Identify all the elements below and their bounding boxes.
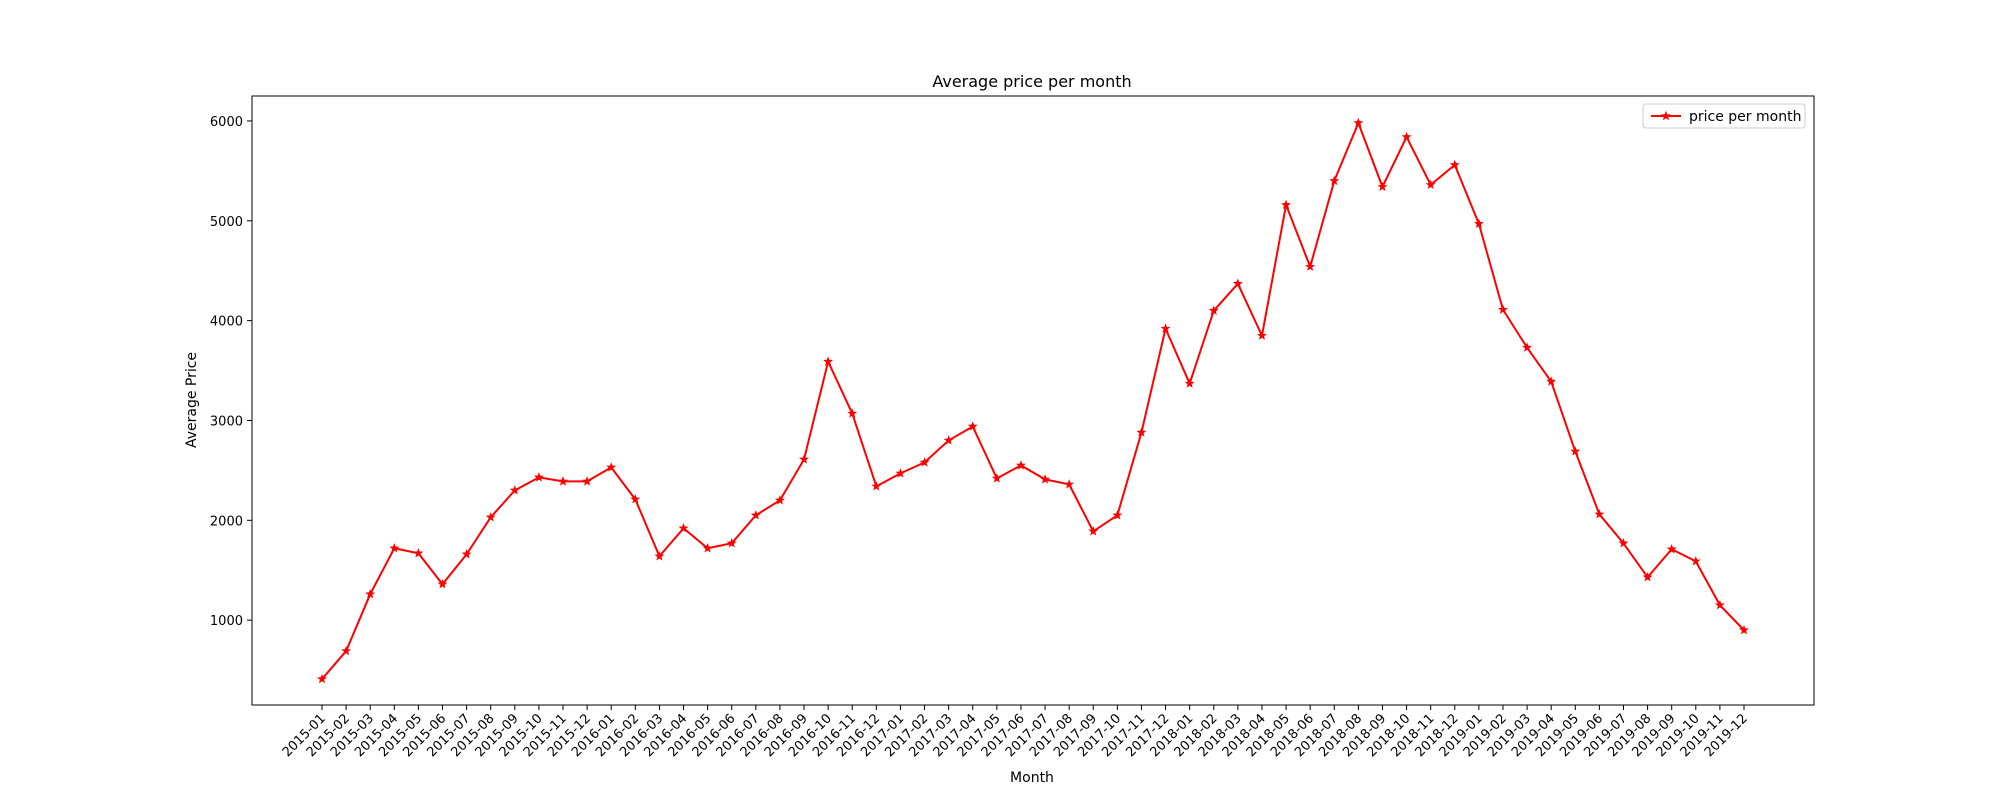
series-layer <box>317 117 1749 684</box>
data-point-star <box>823 356 834 366</box>
chart-title: Average price per month <box>932 72 1131 91</box>
data-point-star <box>1088 526 1099 536</box>
data-point-star <box>1546 376 1557 386</box>
x-axis-label: Month <box>1010 770 1054 786</box>
data-point-star <box>1449 159 1460 170</box>
data-point-star <box>1690 556 1701 566</box>
data-point-star <box>1377 181 1388 192</box>
data-point-star <box>1281 199 1292 210</box>
data-point-star <box>1136 427 1147 437</box>
data-point-star <box>726 538 737 548</box>
data-point-star <box>413 548 424 558</box>
data-point-star <box>437 579 448 589</box>
data-point-star <box>1257 330 1267 340</box>
data-point-star <box>1208 305 1219 315</box>
legend-box <box>1642 103 1806 129</box>
data-point-star <box>389 543 400 553</box>
y-axis: 1000 2000 3000 4000 5000 6000 <box>210 115 252 629</box>
y-tick-label: 5000 <box>210 215 243 230</box>
data-point-star <box>1401 131 1412 142</box>
data-point-star <box>1739 624 1749 635</box>
series-line <box>321 121 1745 680</box>
y-tick-label: 2000 <box>210 514 243 529</box>
data-point-star <box>799 454 809 464</box>
data-point-star <box>991 473 1002 483</box>
y-tick-label: 4000 <box>210 315 243 330</box>
data-point-star <box>847 408 858 418</box>
y-tick-label: 3000 <box>210 414 243 429</box>
data-point-star <box>1064 479 1075 489</box>
data-point-star <box>1666 544 1677 554</box>
data-point-star <box>606 462 617 472</box>
data-point-star <box>750 510 761 520</box>
data-point-star <box>702 543 713 553</box>
data-point-star <box>365 588 376 599</box>
data-point-star <box>1305 261 1316 271</box>
legend-star-marker-icon <box>1661 110 1671 121</box>
data-point-star <box>1425 179 1436 190</box>
data-point-star <box>1232 278 1243 288</box>
data-point-star <box>1040 474 1050 484</box>
data-point-star <box>1184 378 1195 388</box>
data-point-star <box>317 673 327 684</box>
plot-area-frame <box>251 95 1815 706</box>
data-point-star <box>461 549 472 559</box>
legend: price per month <box>1642 103 1806 129</box>
data-point-star <box>630 494 641 504</box>
data-point-star <box>1353 117 1364 128</box>
data-point-star <box>1112 510 1123 520</box>
data-point-star <box>1618 538 1629 548</box>
data-point-star <box>895 468 906 478</box>
y-axis-label: Average Price <box>184 352 200 448</box>
data-point-star <box>558 476 568 486</box>
x-axis: 2015-012015-022015-032015-042015-052015-… <box>280 705 1751 760</box>
data-point-star <box>654 551 665 561</box>
legend-label: price per month <box>1689 109 1801 125</box>
data-point-star <box>1570 446 1581 456</box>
data-point-star <box>774 495 785 505</box>
data-point-star <box>582 476 593 486</box>
data-point-star <box>871 481 882 491</box>
data-point-star <box>1642 572 1653 582</box>
data-point-star <box>1016 460 1026 470</box>
data-point-star <box>943 435 954 445</box>
data-point-star <box>1329 175 1340 186</box>
y-tick-label: 1000 <box>210 614 243 629</box>
data-point-star <box>678 523 689 533</box>
data-point-star <box>919 457 930 467</box>
data-point-star <box>485 512 496 522</box>
data-point-star <box>1522 342 1533 352</box>
data-point-star <box>1714 599 1725 610</box>
data-point-star <box>533 472 544 482</box>
data-point-star <box>1594 509 1605 519</box>
data-point-star <box>1160 323 1171 333</box>
data-point-star <box>341 645 352 656</box>
data-point-star <box>1498 304 1508 314</box>
y-tick-label: 6000 <box>210 115 243 130</box>
data-point-star <box>1473 218 1484 228</box>
data-point-star <box>509 485 520 495</box>
data-point-star <box>967 421 978 431</box>
